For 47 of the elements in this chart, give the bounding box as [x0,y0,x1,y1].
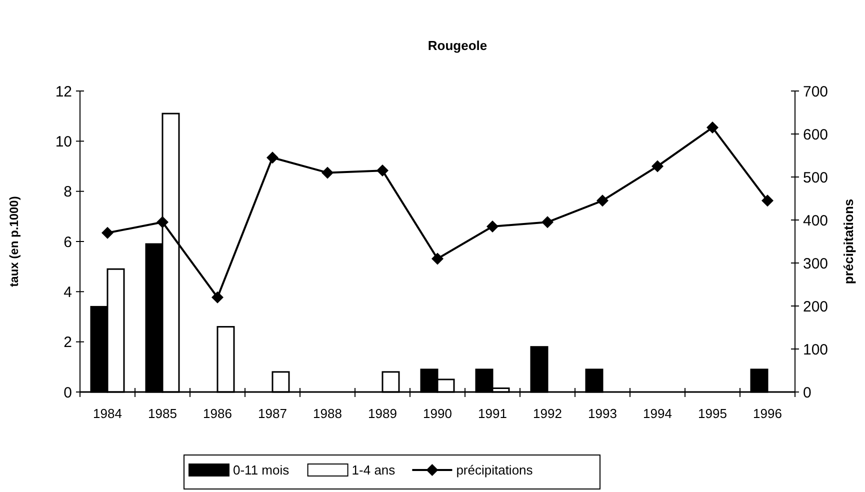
x-tick-label: 1996 [753,406,782,421]
point [432,252,444,265]
x-tick-label: 1989 [368,406,397,421]
y2-tick-label: 100 [803,341,828,358]
x-tick-label: 1988 [313,406,342,421]
y2-tick-label: 0 [803,384,812,402]
y2-tick-label: 700 [803,83,828,100]
point [706,122,718,134]
y2-axis-title: précipitations [841,198,856,284]
x-tick-label: 1987 [258,406,287,421]
y2-tick-label: 400 [803,212,828,230]
legend-label: 1-4 ans [352,462,396,478]
point [156,216,168,228]
x-tick-label: 1995 [698,406,727,421]
point [376,164,388,177]
x-tick-label: 1984 [93,406,122,421]
legend-label: précipitations [456,462,534,478]
y2-tick-label: 600 [803,126,828,144]
y-tick-label: 12 [55,83,72,100]
x-tick-label: 1992 [533,406,562,421]
x-tick-label: 1991 [478,406,507,421]
y2-tick-label: 300 [803,255,828,272]
point [652,160,664,172]
y2-tick-label: 200 [803,298,828,316]
point [486,220,498,232]
x-tick-label: 1993 [588,406,617,421]
point [212,291,224,304]
point [762,194,774,207]
x-tick-label: 1986 [203,406,232,421]
chart-title: Rougeole [428,38,488,53]
x-tick-label: 1990 [423,406,452,421]
y-tick-label: 10 [55,133,72,150]
y-axis-title: taux (en p.1000) [7,196,21,287]
legend-label: 0-11 mois [233,462,290,478]
y-tick-label: 4 [64,284,72,301]
point [322,166,334,179]
point [542,216,554,228]
point [266,152,278,164]
y-tick-label: 0 [64,384,72,402]
y-tick-label: 6 [64,234,72,251]
point [102,226,114,239]
x-tick-label: 1994 [643,406,672,421]
y2-tick-label: 500 [803,169,828,186]
point [596,194,608,207]
y-tick-label: 8 [64,184,72,201]
x-tick-label: 1985 [148,406,177,421]
y-tick-label: 2 [64,334,72,352]
